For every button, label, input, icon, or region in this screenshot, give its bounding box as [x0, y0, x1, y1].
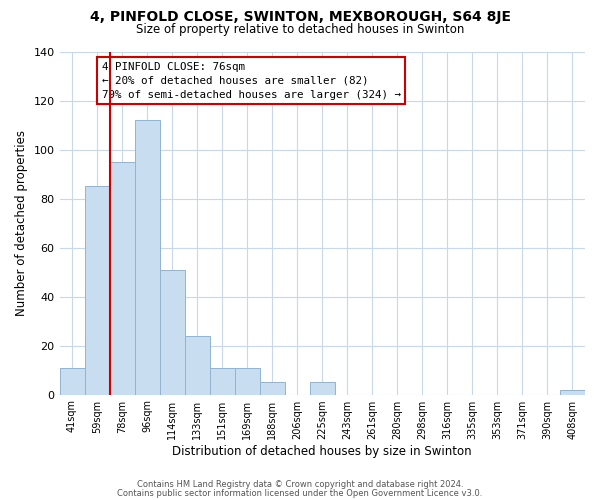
Bar [85, 186, 110, 394]
Bar [235, 368, 260, 394]
Text: Size of property relative to detached houses in Swinton: Size of property relative to detached ho… [136, 22, 464, 36]
Text: 4, PINFOLD CLOSE, SWINTON, MEXBOROUGH, S64 8JE: 4, PINFOLD CLOSE, SWINTON, MEXBOROUGH, S… [89, 10, 511, 24]
Bar [185, 336, 209, 394]
Text: Contains HM Land Registry data © Crown copyright and database right 2024.: Contains HM Land Registry data © Crown c… [137, 480, 463, 489]
Y-axis label: Number of detached properties: Number of detached properties [15, 130, 28, 316]
Text: Contains public sector information licensed under the Open Government Licence v3: Contains public sector information licen… [118, 488, 482, 498]
Bar [160, 270, 185, 394]
Bar [310, 382, 335, 394]
Bar [134, 120, 160, 394]
X-axis label: Distribution of detached houses by size in Swinton: Distribution of detached houses by size … [172, 444, 472, 458]
Bar [59, 368, 85, 394]
Bar [209, 368, 235, 394]
Bar [260, 382, 285, 394]
Text: 4 PINFOLD CLOSE: 76sqm
← 20% of detached houses are smaller (82)
79% of semi-det: 4 PINFOLD CLOSE: 76sqm ← 20% of detached… [101, 62, 401, 100]
Bar [110, 162, 134, 394]
Bar [560, 390, 585, 394]
